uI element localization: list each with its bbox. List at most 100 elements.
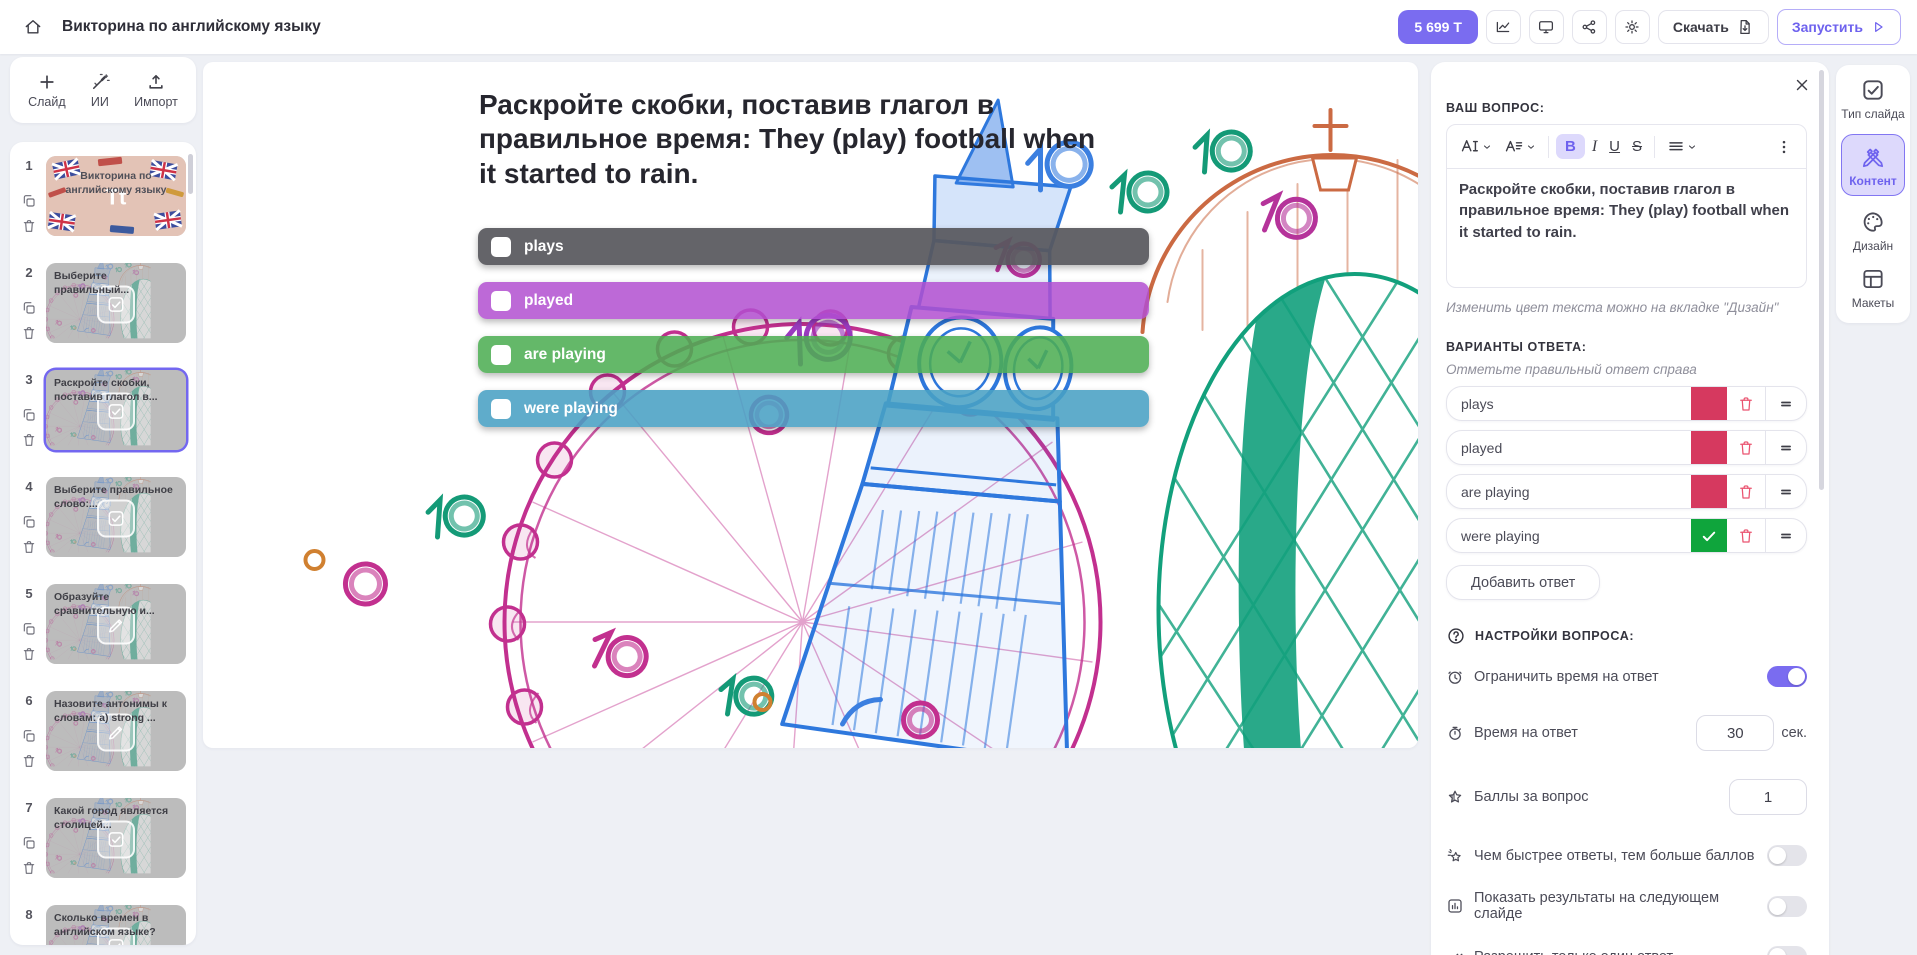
ai-label: ИИ	[90, 94, 109, 109]
quiz-slide-icon	[97, 499, 135, 538]
slide-thumbnail[interactable]: Какой город является столицей...	[46, 798, 186, 878]
drag-handle[interactable]	[1766, 475, 1806, 508]
quiz-slide-icon	[97, 285, 135, 324]
answer-text-input[interactable]: plays	[1461, 395, 1494, 412]
slide-question-text[interactable]: Раскройте скобки, поставив глагол в прав…	[479, 89, 1096, 189]
home-button[interactable]	[16, 10, 50, 44]
answer-checkbox[interactable]	[491, 344, 511, 365]
setting-label: Разрешить только один ответ	[1474, 949, 1673, 955]
duplicate-slide-button[interactable]	[19, 726, 39, 746]
single-answer-toggle[interactable]	[1767, 946, 1807, 955]
strikethrough-button[interactable]: S	[1627, 134, 1647, 159]
question-text-input[interactable]: Раскройте скобки, поставив глагол в прав…	[1459, 181, 1790, 241]
delete-answer-button[interactable]	[1727, 519, 1765, 552]
delete-slide-button[interactable]	[19, 430, 39, 450]
chart-square-icon	[1446, 897, 1464, 915]
answer-text-input[interactable]: are playing	[1461, 483, 1530, 500]
show-results-toggle[interactable]	[1767, 895, 1807, 917]
setting-label: Баллы за вопрос	[1474, 789, 1589, 805]
more-options-button[interactable]	[1770, 134, 1798, 160]
duplicate-slide-button[interactable]	[19, 191, 39, 211]
font-size-dropdown[interactable]	[1455, 133, 1497, 161]
answer-option[interactable]: are playing	[478, 336, 1149, 373]
slide-thumbnail-selected[interactable]: Раскройте скобки, поставив глагол в...	[46, 370, 186, 450]
answer-option-label: were playing	[524, 399, 618, 417]
drag-handle[interactable]	[1766, 431, 1806, 464]
delete-answer-button[interactable]	[1727, 431, 1765, 464]
slide-gutter: 7	[16, 798, 42, 878]
crossed-pencils-icon	[1860, 144, 1886, 170]
trash-icon	[21, 646, 37, 662]
import-button[interactable]: Импорт	[134, 72, 178, 109]
slide-thumbnail[interactable]: Назовите антонимы к словам: a) strong ..…	[46, 691, 186, 771]
slide-number: 8	[25, 907, 33, 922]
tab-content[interactable]: Контент	[1841, 134, 1905, 196]
duplicate-slide-button[interactable]	[19, 405, 39, 425]
delete-answer-button[interactable]	[1727, 387, 1765, 420]
answer-checkbox[interactable]	[491, 398, 511, 419]
duplicate-slide-button[interactable]	[19, 833, 39, 853]
tab-layouts[interactable]: Макеты	[1852, 266, 1894, 310]
delete-slide-button[interactable]	[19, 323, 39, 343]
slide-canvas[interactable]: Раскройте скобки, поставив глагол в прав…	[203, 62, 1418, 748]
underline-button[interactable]: U	[1604, 134, 1625, 159]
answer-row-correct: were playing	[1446, 518, 1807, 553]
ai-button[interactable]: ИИ	[90, 72, 110, 109]
answer-text-input[interactable]: played	[1461, 439, 1503, 456]
mark-correct-button[interactable]	[1691, 431, 1727, 464]
delete-slide-button[interactable]	[19, 858, 39, 878]
drag-handle-icon	[1777, 439, 1795, 457]
answer-option[interactable]: were playing	[478, 390, 1149, 427]
delete-slide-button[interactable]	[19, 751, 39, 771]
download-button[interactable]: Скачать	[1657, 10, 1769, 44]
close-panel-button[interactable]	[1789, 72, 1815, 98]
limit-time-toggle[interactable]	[1767, 666, 1807, 687]
align-dropdown[interactable]	[1662, 134, 1702, 160]
launch-button[interactable]: Запустить	[1776, 9, 1901, 45]
share-button[interactable]	[1571, 10, 1607, 44]
slide-thumbnail[interactable]: Выберите правильное слово:...	[46, 477, 186, 557]
answer-checkbox[interactable]	[491, 236, 511, 257]
faster-more-points-toggle[interactable]	[1767, 845, 1807, 866]
slides-scrollbar[interactable]	[188, 154, 193, 194]
drag-handle[interactable]	[1766, 519, 1806, 552]
answer-checkbox[interactable]	[491, 290, 511, 311]
font-family-dropdown[interactable]	[1499, 133, 1541, 161]
points-per-question-input[interactable]	[1729, 779, 1807, 815]
time-per-answer-input[interactable]	[1696, 715, 1775, 751]
answer-option-label: plays	[524, 237, 564, 255]
slide-thumbnail[interactable]: Образуйте сравнительную и...	[46, 584, 186, 664]
settings-button[interactable]	[1614, 10, 1650, 44]
present-button[interactable]	[1528, 10, 1564, 44]
balance-badge[interactable]: 5 699 Т	[1398, 10, 1478, 44]
slide-thumbnail[interactable]: Tt Викторина по английскому языку	[46, 156, 186, 236]
delete-slide-button[interactable]	[19, 644, 39, 664]
italic-button[interactable]: I	[1587, 134, 1602, 160]
mark-correct-button[interactable]	[1691, 475, 1727, 508]
duplicate-slide-button[interactable]	[19, 298, 39, 318]
slides-sidebar: 1 Tt Викторина по английскому языку 2 В	[10, 142, 196, 945]
toolbar-divider	[1548, 135, 1549, 158]
chart-line-icon	[1494, 18, 1512, 36]
add-answer-button[interactable]: Добавить ответ	[1446, 565, 1601, 600]
add-slide-button[interactable]: Слайд	[28, 72, 66, 109]
delete-slide-button[interactable]	[19, 537, 39, 557]
slide-thumbnail[interactable]: Выберите правильный...	[46, 263, 186, 343]
duplicate-slide-button[interactable]	[19, 619, 39, 639]
statistics-button[interactable]	[1485, 10, 1521, 44]
answer-text-input[interactable]: were playing	[1461, 527, 1540, 544]
mark-correct-button[interactable]	[1691, 387, 1727, 420]
delete-answer-button[interactable]	[1727, 475, 1765, 508]
editor-scrollbar[interactable]	[1819, 70, 1824, 490]
drag-handle[interactable]	[1766, 387, 1806, 420]
duplicate-slide-button[interactable]	[19, 512, 39, 532]
mark-correct-button-active[interactable]	[1691, 519, 1727, 552]
bold-button[interactable]: B	[1556, 134, 1585, 159]
slide-thumbnail[interactable]: Сколько времен в английском языке?	[46, 905, 186, 945]
delete-slide-button[interactable]	[19, 216, 39, 236]
tab-slide-type[interactable]: Тип слайда	[1841, 77, 1905, 121]
your-question-label: ВАШ ВОПРОС:	[1446, 101, 1545, 115]
answer-option[interactable]: plays	[478, 228, 1149, 265]
tab-design[interactable]: Дизайн	[1853, 209, 1893, 253]
answer-option[interactable]: played	[478, 282, 1149, 319]
